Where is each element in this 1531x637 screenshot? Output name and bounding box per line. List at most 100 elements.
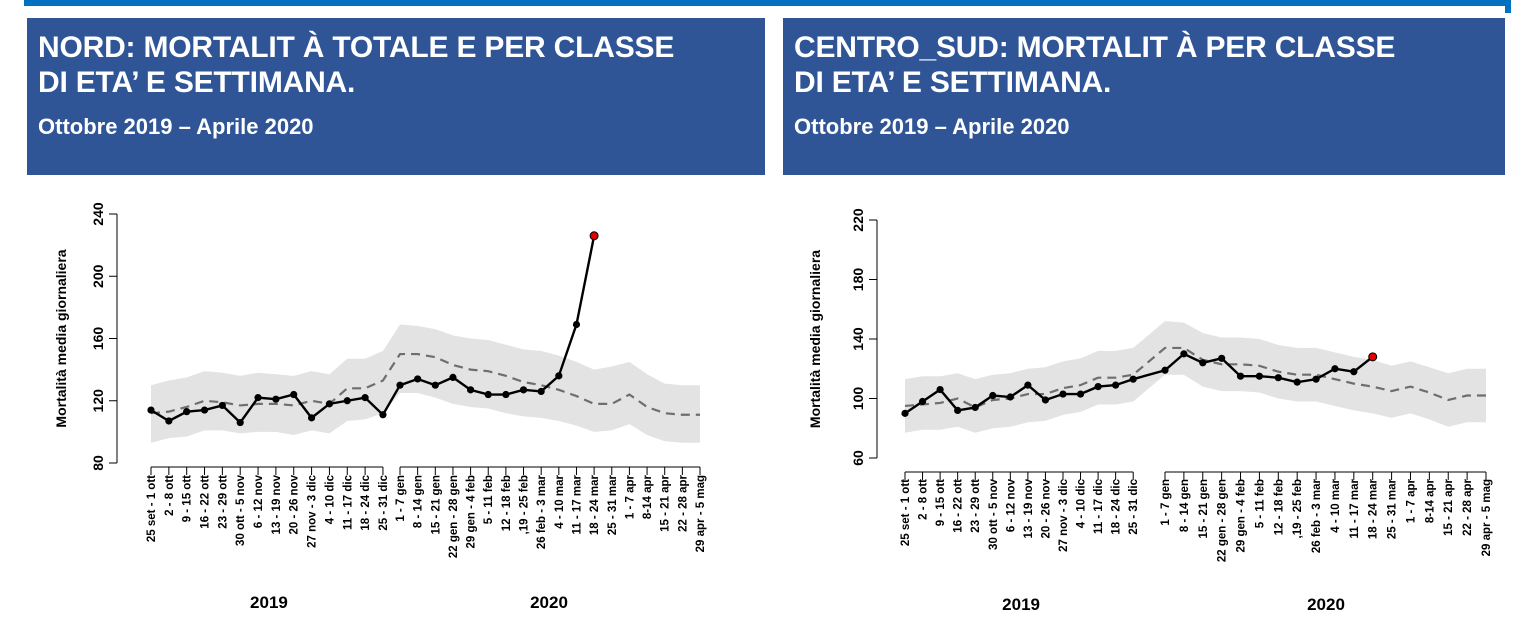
observed-point [379,411,387,419]
header-centro-sud: CENTRO_SUD: MORTALIT À PER CLASSE DI ETA’… [783,18,1505,175]
y-tick-label: 240 [90,202,106,226]
observed-point-latest [1368,352,1378,362]
observed-point [918,397,927,406]
x-group-label: 2020 [1307,595,1345,614]
x-tick-label: 15 - 21 apr [1443,478,1455,535]
observed-point [236,418,244,427]
observed-point [555,372,563,380]
observed-point [290,390,298,399]
x-tick-label: 1 - 7 apr [624,474,636,519]
x-tick-label: 27 nov - 3 dic [1058,478,1070,551]
x-tick-label: 18 - 24 mar [589,474,601,535]
x-tick-label: 26 feb - 3 mar [536,474,548,549]
x-tick-label: 8 - 14 gen [1179,479,1191,532]
observed-point [466,386,475,394]
y-tick-label: 160 [90,327,106,351]
y-tick-label: 180 [850,268,866,292]
observed-point [1274,374,1282,382]
x-tick-label: 4 - 10 dic [324,474,336,524]
observed-point [1331,365,1339,373]
x-tick-label: 9 - 15 ott [935,479,947,526]
x-tick-label: 23 - 29 ott [970,479,982,533]
observed-point [1236,372,1245,380]
y-tick-label: 100 [850,387,866,411]
observed-point [1094,383,1102,391]
x-tick-label: 22 - 28 apr [1462,478,1474,535]
x-tick-label: 30 ott - 5 nov [988,478,1000,550]
x-tick-label: 20 - 26 nov [289,474,301,534]
observed-point [1161,366,1169,374]
header-title: CENTRO_SUD: MORTALIT À PER CLASSE DI ETA’… [794,30,1505,100]
y-tick-label: 200 [90,264,106,288]
x-tick-label: 2 - 8 ott [918,479,930,520]
x-tick-label: 15 - 21 gen [1198,479,1210,538]
observed-point [307,414,316,422]
x-tick-label: 1 - 7 gen [395,475,407,522]
x-tick-label: 11 - 17 dic [342,474,354,530]
header-title-line1: NORD: MORTALIT À TOTALE E PER CLASSE [38,31,675,64]
observed-point [484,390,492,399]
x-tick-label: 4 - 10 mar [1330,478,1342,532]
x-tick-label: 29 gen - 4 feb [466,475,478,548]
x-tick-label: 16 - 22 ott [200,475,212,529]
x-tick-label: 11 - 17 mar [571,474,583,534]
x-tick-label: 11 - 17 mar [1349,478,1361,538]
x-tick-label: 22 gen - 28 gen [448,475,460,558]
observed-point [272,395,280,403]
header-subtitle: Ottobre 2019 – Aprile 2020 [794,114,1070,139]
y-axis-label: Mortalità media giornaliera [807,250,823,428]
observed-point-latest [589,231,599,241]
observed-point [1076,390,1085,398]
x-tick-label: 30 ott - 5 nov [235,474,247,546]
x-group-label: 2019 [250,593,288,612]
x-tick-label: 25 set - 1 ott [900,479,912,546]
observed-point [254,394,262,402]
x-tick-label: 15 - 21 gen [430,475,442,534]
x-tick-label: 1 - 7 apr [1405,478,1417,523]
header-title-line2: DI ETA’ E SETTIMANA. [794,66,1112,99]
x-tick-label: 13 - 19 nov [271,474,283,534]
y-tick-label: 60 [850,450,866,466]
header-title-line2: DI ETA’ E SETTIMANA. [38,66,356,99]
observed-point [971,403,979,412]
x-tick-label: 8-14 apr [1424,478,1436,523]
expected-line [904,346,1486,409]
top-accent-bar-end [1505,0,1511,13]
x-tick-label: 13 - 19 nov [1023,478,1035,538]
observed-point [1059,390,1067,398]
x-tick-label: 26 feb - 3 mar [1311,478,1323,553]
x-tick-label: 5 - 11 feb [1254,479,1266,528]
header-nord: NORD: MORTALIT À TOTALE E PER CLASSE DI E… [27,18,765,175]
x-tick-label: 25 - 31 dic [1128,478,1140,534]
observed-point [183,408,191,416]
header-title-line1: CENTRO_SUD: MORTALIT À PER CLASSE [794,31,1396,64]
observed-point [1180,350,1188,358]
observed-point [218,401,226,410]
x-tick-label: 4 - 10 dic [1076,478,1088,528]
y-tick-label: 220 [850,208,866,232]
observed-point [1255,372,1264,380]
y-tick-label: 140 [850,327,866,351]
confidence-band [905,321,1486,433]
observed-point [537,387,545,396]
x-tick-label: 2 - 8 ott [164,475,176,516]
x-tick-label: ,19 - 25 feb [519,475,531,534]
x-tick-label: 22 gen - 28 gen [1217,479,1229,562]
observed-point [1129,375,1137,383]
observed-point [1112,381,1120,389]
x-tick-label: 11 - 17 dic [1093,478,1105,534]
x-tick-label: 16 - 22 ott [953,479,965,533]
observed-point [519,386,528,394]
x-tick-label: 9 - 15 ott [182,475,194,522]
x-tick-label: 18 - 24 dic [360,474,372,530]
chart-nord: 80 120 160 200 240 Mortalità media giornalier… [53,202,707,612]
x-tick-label: 12 - 18 feb [1273,479,1285,535]
x-tick-label: 29 apr - 5 mag [695,475,707,552]
expected-line [150,352,700,416]
confidence-band [151,324,700,443]
x-group-label: 2020 [530,593,568,612]
observed-point [343,397,351,405]
header-subtitle: Ottobre 2019 – Aprile 2020 [38,114,314,139]
observed-point [431,381,439,389]
observed-point [936,385,944,394]
